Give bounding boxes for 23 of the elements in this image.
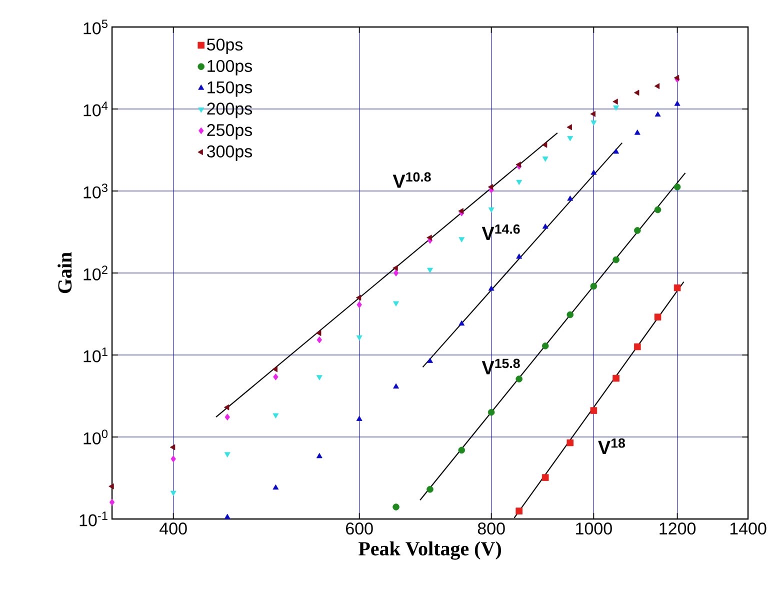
x-axis-title: Peak Voltage (V) [358,541,501,560]
y-tick-label: 10$^{3}$ [84,184,108,198]
x-tick-label: 1000 [576,522,612,535]
legend-label: 250ps [207,124,252,140]
y-tick-label: 10$^{5}$ [84,20,108,34]
legend-label: 300ps [206,145,252,161]
x-tick-label: 800 [478,522,505,535]
y-tick-label: 10$^{2}$ [84,266,108,280]
y-tick-label: 10$^{1}$ [84,348,108,362]
legend-label: 150ps [208,81,252,97]
x-tick-label: 400 [160,522,187,535]
x-tick-label: 1400 [730,522,766,535]
legend-label: 200ps [207,102,252,118]
x-tick-label: 1200 [660,522,696,535]
y-tick-label: 10$^{0}$ [84,430,108,444]
x-tick-label: 600 [346,522,373,535]
annotation: V$^{18}$ [598,438,626,454]
legend-label: 100ps [208,60,252,76]
annotation: V$^{10.8}$ [392,172,431,188]
y-axis-title: Gain [58,252,72,294]
legend-label: 50ps [206,38,243,54]
y-tick-label: 10$^{4}$ [84,102,108,116]
y-tick-label: 10$^{-1}$ [80,512,108,526]
